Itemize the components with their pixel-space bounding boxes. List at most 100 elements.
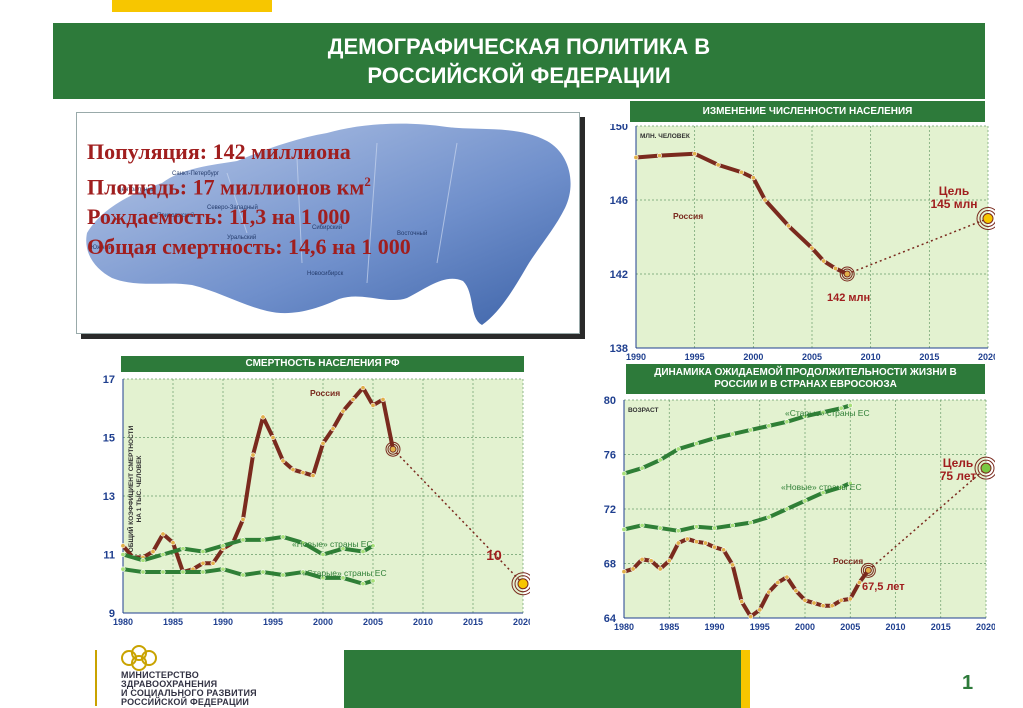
x-tick-label: 1985	[163, 617, 183, 627]
data-point	[340, 575, 346, 581]
map-label: Сибирский	[312, 224, 342, 231]
data-point	[621, 569, 627, 575]
data-point	[340, 546, 346, 552]
data-point	[693, 539, 699, 545]
data-point	[220, 566, 226, 572]
data-point	[757, 607, 763, 613]
data-point	[821, 258, 827, 264]
data-point	[260, 537, 266, 543]
data-point	[748, 614, 754, 620]
data-point	[712, 525, 718, 531]
data-point	[784, 419, 790, 425]
data-point	[639, 556, 645, 562]
fact-area: Площадь: 17 миллионов км2	[87, 167, 411, 202]
data-point	[829, 603, 835, 609]
y-axis-label: ВОЗРАСТ	[628, 407, 658, 414]
data-point	[675, 528, 681, 534]
goal-marker	[977, 459, 995, 477]
data-point	[639, 465, 645, 471]
data-point	[260, 569, 266, 575]
data-point	[320, 575, 326, 581]
current-marker	[385, 441, 401, 457]
data-point	[702, 540, 708, 546]
x-tick-label: 2010	[861, 352, 881, 362]
data-point	[820, 603, 826, 609]
data-point	[656, 153, 662, 159]
x-tick-label: 2020	[513, 617, 530, 627]
series-label: Россия	[673, 211, 703, 221]
data-point	[621, 526, 627, 532]
population-chart: 138 142 146 150 1990 1995 2000 2005 2010 2015 2020…	[610, 124, 995, 362]
x-tick-label: 2005	[802, 352, 822, 362]
data-point	[160, 569, 166, 575]
x-tick-label: 1990	[626, 352, 646, 362]
fact-area-sup: 2	[364, 174, 371, 189]
data-point	[675, 446, 681, 452]
current-marker	[864, 566, 872, 574]
page-title-line1: ДЕМОГРАФИЧЕСКАЯ ПОЛИТИКА В	[327, 34, 711, 59]
data-point	[712, 544, 718, 550]
data-point	[693, 441, 699, 447]
x-tick-label: 2010	[413, 617, 433, 627]
data-point	[811, 600, 817, 606]
data-point	[120, 543, 126, 549]
key-facts: Популяция: 142 миллиона Площадь: 17 милл…	[87, 137, 411, 262]
y-tick-label: 80	[604, 396, 616, 407]
data-point	[633, 154, 639, 160]
current-marker	[841, 268, 853, 280]
data-point	[300, 470, 306, 476]
series-label: Россия	[833, 556, 863, 566]
map-label: Приволжский	[157, 212, 194, 219]
data-point	[648, 558, 654, 564]
data-point	[775, 580, 781, 586]
data-point	[360, 385, 366, 391]
data-point	[748, 520, 754, 526]
fact-area-text: Площадь: 17 миллионов км	[87, 174, 365, 200]
fact-birth-rate: Рождаемость: 11,3 на 1 000	[87, 204, 351, 230]
data-point	[240, 516, 246, 522]
logo-divider	[95, 650, 97, 706]
data-point	[786, 223, 792, 229]
data-point	[370, 578, 376, 584]
target-projection-line	[392, 448, 524, 585]
data-point	[802, 597, 808, 603]
data-point	[240, 537, 246, 543]
data-point	[160, 531, 166, 537]
data-point	[380, 396, 386, 402]
goal-marker	[976, 207, 995, 230]
data-point	[657, 525, 663, 531]
map-label: Южный	[91, 244, 112, 251]
data-point	[692, 151, 698, 157]
current-marker	[387, 443, 399, 455]
x-tick-label: 2000	[313, 617, 333, 627]
current-marker	[862, 564, 874, 576]
x-tick-label: 2000	[795, 622, 815, 632]
x-tick-label: 2020	[978, 352, 995, 362]
data-point	[838, 597, 844, 603]
data-point	[280, 572, 286, 578]
goal-label: Цель	[943, 456, 974, 470]
y-tick-label: 138	[610, 343, 628, 355]
data-point	[200, 549, 206, 555]
x-tick-label: 1985	[659, 622, 679, 632]
data-point	[200, 569, 206, 575]
logo-line: РОССИЙСКОЙ ФЕДЕРАЦИИ	[121, 697, 250, 707]
series-label: «Новые» страны ЕС	[292, 539, 373, 549]
data-point	[320, 552, 326, 558]
x-tick-label: 1995	[263, 617, 283, 627]
data-point	[300, 540, 306, 546]
data-point	[715, 162, 721, 168]
data-point	[766, 423, 772, 429]
y-axis-label: НА 1 ТЫС. ЧЕЛОВЕК	[136, 456, 143, 523]
y-tick-label: 9	[109, 608, 115, 620]
data-point	[802, 413, 808, 419]
y-tick-label: 76	[604, 450, 616, 462]
y-tick-label: 15	[103, 433, 115, 445]
data-point	[630, 566, 636, 572]
data-point	[809, 245, 815, 251]
map-label: Новосибирск	[307, 271, 344, 277]
data-point	[721, 547, 727, 553]
data-point	[639, 522, 645, 528]
data-point	[370, 402, 376, 408]
data-point	[730, 522, 736, 528]
